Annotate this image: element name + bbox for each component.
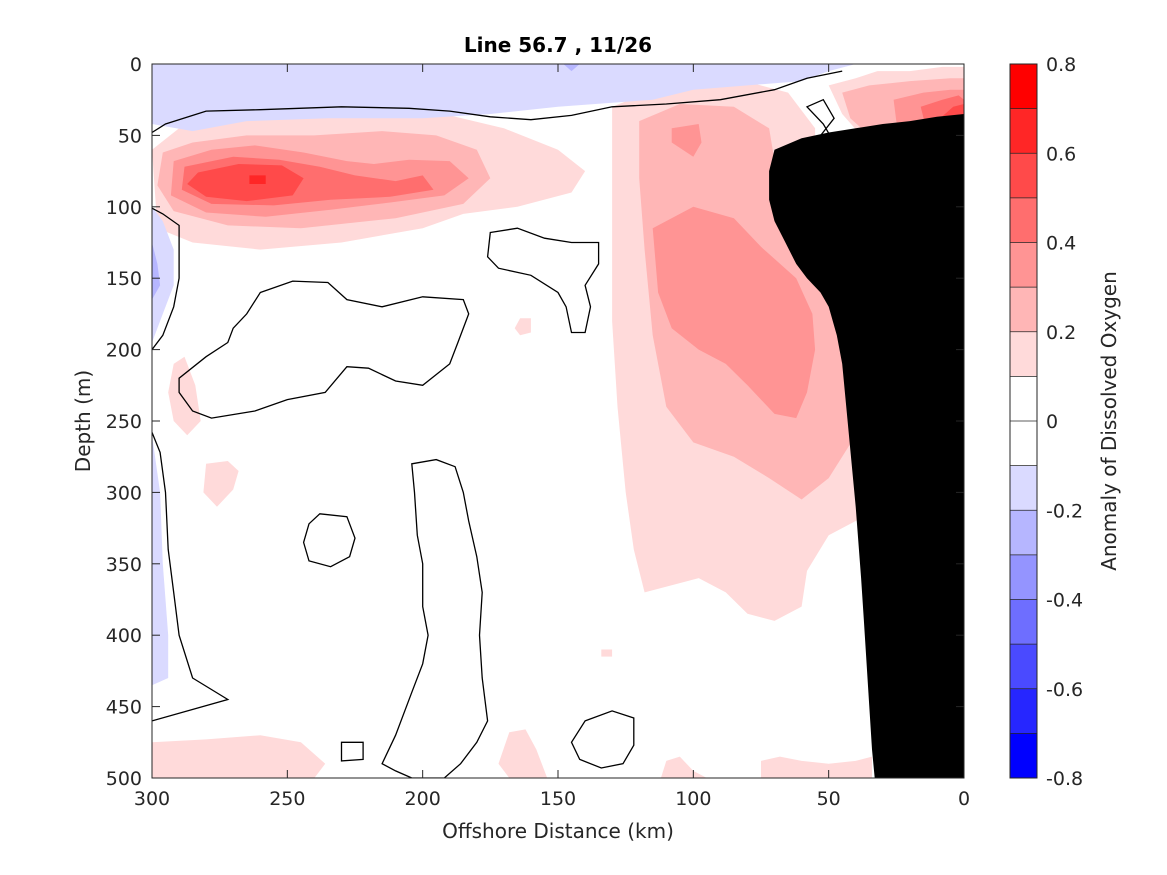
colorbar-swatch [1010, 644, 1037, 690]
colorbar-tick-label: 0.6 [1046, 143, 1076, 165]
colorbar-swatch [1010, 421, 1037, 467]
seafloor-terrain [769, 114, 964, 778]
y-tick-label: 50 [118, 125, 142, 147]
colorbar-swatch [1010, 64, 1037, 110]
plot-area [152, 64, 964, 778]
x-tick-label: 200 [405, 788, 441, 810]
anomaly-region [152, 242, 161, 300]
colorbar-tick-label: -0.6 [1046, 679, 1083, 701]
colorbar-swatch [1010, 510, 1037, 556]
zero-contour-line [178, 280, 470, 419]
y-tick-label: 450 [106, 697, 142, 719]
x-tick-label: 300 [134, 788, 170, 810]
zero-contour-line [570, 710, 635, 769]
x-tick-label: 50 [817, 788, 841, 810]
colorbar-swatch [1010, 197, 1037, 243]
x-axis-label: Offshore Distance (km) [442, 819, 674, 843]
y-tick-label: 500 [106, 768, 142, 790]
y-tick-label: 200 [106, 340, 142, 362]
colorbar-tick-label: 0.8 [1046, 54, 1076, 76]
colorbar-swatch [1010, 733, 1037, 779]
anomaly-region [249, 175, 266, 184]
colorbar-tick-label: -0.2 [1046, 500, 1083, 522]
colorbar-swatch [1010, 554, 1037, 600]
anomaly-region [652, 206, 816, 419]
anomaly-region [514, 318, 531, 336]
colorbar-swatch [1010, 153, 1037, 199]
colorbar-tick-label: 0.2 [1046, 322, 1076, 344]
x-tick-label: 100 [675, 788, 711, 810]
colorbar-tick-label: 0.4 [1046, 233, 1076, 255]
anomaly-region [152, 435, 169, 686]
anomaly-region [671, 124, 702, 157]
anomaly-region [152, 206, 174, 343]
anomaly-region [187, 164, 304, 202]
colorbar-tick-label: -0.4 [1046, 590, 1083, 612]
x-axis: 300 250 200 150 100 50 0 [134, 64, 970, 810]
chart-title: Line 56.7 , 11/26 [464, 33, 652, 57]
y-axis-label: Depth (m) [71, 370, 95, 472]
zero-contour-line [381, 458, 489, 778]
y-tick-label: 150 [106, 268, 142, 290]
anomaly-region [152, 64, 856, 132]
colorbar-frame [1009, 63, 1038, 779]
y-tick-label: 300 [106, 482, 142, 504]
zero-contour-line [340, 741, 364, 762]
colorbar-tick-label: 0 [1046, 411, 1058, 433]
y-tick-label: 0 [130, 54, 142, 76]
y-tick-label: 250 [106, 411, 142, 433]
x-tick-label: 0 [958, 788, 970, 810]
anomaly-region [152, 735, 326, 778]
colorbar-swatch [1010, 688, 1037, 734]
zero-contour-line [152, 70, 843, 134]
colorbar-swatch [1010, 331, 1037, 377]
zero-contour-line [302, 513, 356, 568]
zero-contour-line [152, 432, 230, 722]
anomaly-region [601, 649, 613, 657]
zero-contour-line [152, 207, 180, 350]
colorbar-tick-label: -0.8 [1046, 768, 1083, 790]
colorbar-swatch [1010, 287, 1037, 333]
anomaly-region [498, 729, 548, 778]
colorbar-swatch [1010, 108, 1037, 154]
y-axis: 0 50 100 150 200 250 300 350 400 450 500 [106, 54, 964, 790]
y-tick-label: 350 [106, 554, 142, 576]
anomaly-region [168, 356, 201, 436]
anomaly-region [203, 461, 239, 507]
colorbar-swatch [1010, 599, 1037, 645]
terrain-layer [769, 114, 964, 778]
colorbar-swatch [1010, 242, 1037, 288]
anomaly-region [660, 756, 707, 778]
anomaly-region [761, 756, 872, 778]
colorbar: 0.8 0.6 0.4 0.2 0 -0.2 -0.4 -0.6 -0.8 [1009, 54, 1083, 790]
zero-contour-line [486, 227, 600, 334]
colorbar-swatch [1010, 465, 1037, 511]
anomaly-region [563, 64, 580, 72]
y-tick-label: 100 [106, 197, 142, 219]
x-tick-label: 250 [269, 788, 305, 810]
x-tick-label: 150 [540, 788, 576, 810]
colorbar-label: Anomaly of Dissolved Oxygen [1097, 271, 1121, 571]
y-tick-label: 400 [106, 625, 142, 647]
colorbar-swatch [1010, 376, 1037, 422]
